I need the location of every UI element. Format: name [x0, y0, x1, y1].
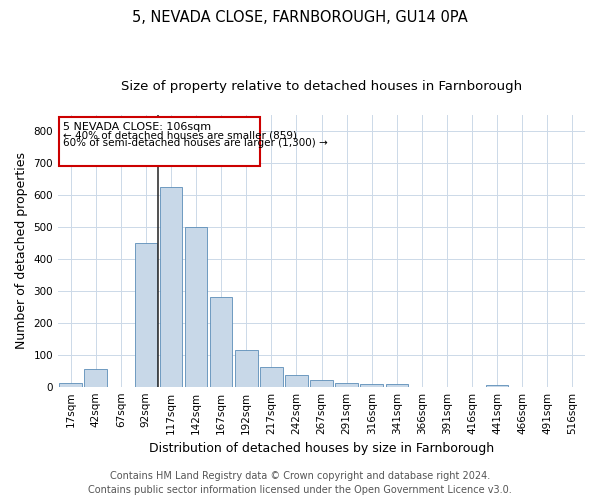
- Bar: [310, 380, 333, 386]
- Bar: [285, 375, 308, 386]
- Bar: [235, 350, 257, 387]
- FancyBboxPatch shape: [59, 116, 260, 166]
- Bar: [335, 384, 358, 386]
- Bar: [160, 187, 182, 386]
- Text: 5, NEVADA CLOSE, FARNBOROUGH, GU14 0PA: 5, NEVADA CLOSE, FARNBOROUGH, GU14 0PA: [132, 10, 468, 25]
- Bar: [361, 384, 383, 386]
- Bar: [59, 384, 82, 386]
- Bar: [85, 369, 107, 386]
- Bar: [486, 385, 508, 386]
- Text: Contains HM Land Registry data © Crown copyright and database right 2024.
Contai: Contains HM Land Registry data © Crown c…: [88, 471, 512, 495]
- Bar: [210, 297, 232, 386]
- Text: 5 NEVADA CLOSE: 106sqm: 5 NEVADA CLOSE: 106sqm: [63, 122, 211, 132]
- Bar: [134, 243, 157, 386]
- Title: Size of property relative to detached houses in Farnborough: Size of property relative to detached ho…: [121, 80, 522, 93]
- Bar: [260, 366, 283, 386]
- Bar: [185, 227, 208, 386]
- X-axis label: Distribution of detached houses by size in Farnborough: Distribution of detached houses by size …: [149, 442, 494, 455]
- Text: 60% of semi-detached houses are larger (1,300) →: 60% of semi-detached houses are larger (…: [63, 138, 328, 148]
- Y-axis label: Number of detached properties: Number of detached properties: [15, 152, 28, 350]
- Bar: [386, 384, 408, 386]
- Text: ← 40% of detached houses are smaller (859): ← 40% of detached houses are smaller (85…: [63, 131, 297, 141]
